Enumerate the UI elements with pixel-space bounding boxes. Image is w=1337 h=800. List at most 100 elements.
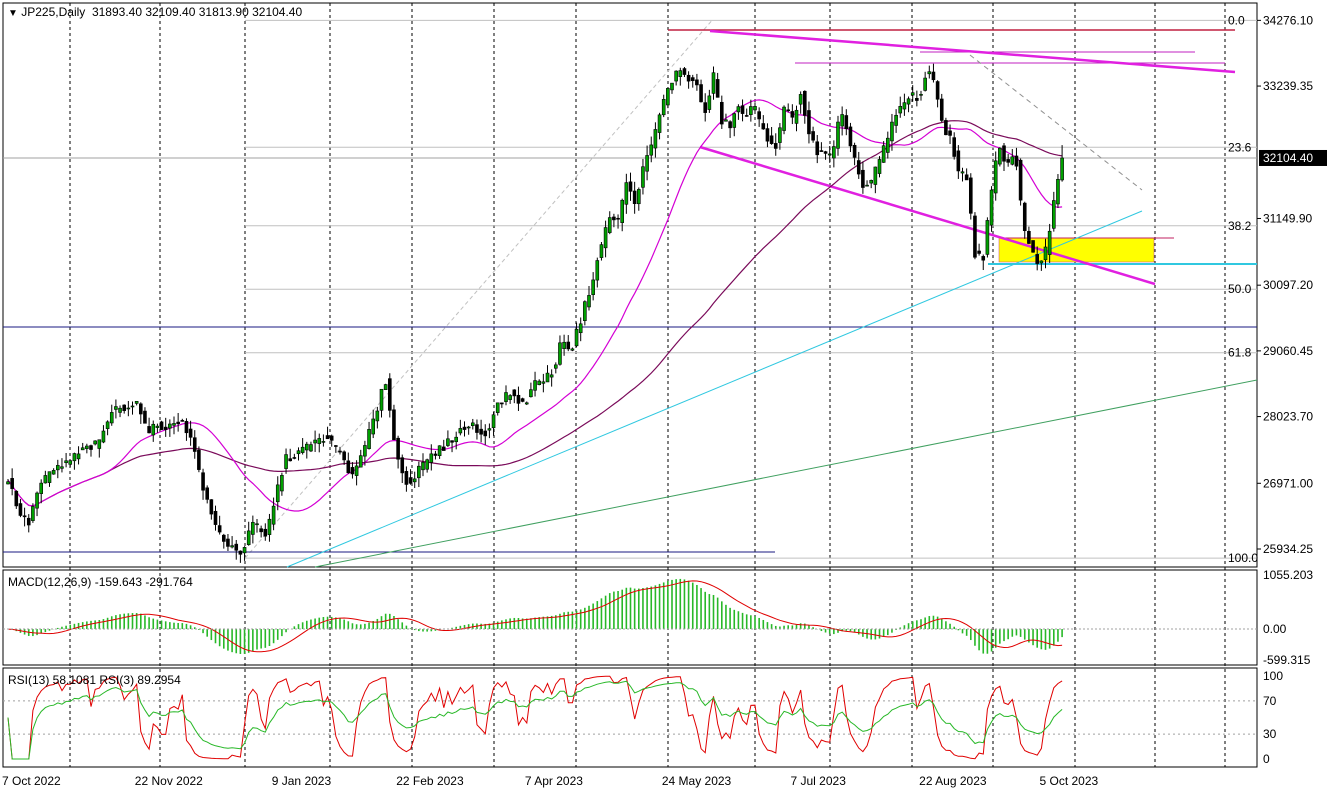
candle-body (1018, 159, 1023, 201)
candle-body (22, 515, 27, 518)
candle-body (379, 388, 384, 411)
rsi13-line (7, 680, 1063, 760)
candle-body (367, 429, 371, 449)
candle-body (296, 450, 301, 455)
candle-body (670, 82, 674, 91)
candle-body (765, 128, 770, 142)
candle-body (392, 409, 396, 441)
candle-body (703, 102, 708, 113)
green-trend-line (314, 379, 1258, 568)
candle-body (470, 422, 475, 426)
upper-wedge-line (709, 29, 1236, 74)
candle-body (931, 71, 936, 81)
candle-body (371, 418, 376, 435)
candle-body (151, 423, 156, 436)
candle-body (827, 153, 832, 156)
candle-body (844, 115, 849, 130)
price-pane: 0.0 23.6 38.2 50.0 61.8 100.0 (3, 13, 1258, 568)
candle-body (923, 77, 927, 91)
candle-body (736, 106, 741, 113)
candle-body (491, 414, 496, 429)
price-tick-label: 30097.20 (1263, 278, 1313, 292)
candle-body (76, 453, 81, 460)
candle-body (363, 445, 367, 457)
candle-body (89, 445, 93, 450)
candle-body (624, 182, 629, 205)
candle-body (537, 380, 542, 386)
candle-body (591, 279, 595, 295)
dropdown-triangle-icon[interactable]: ▼ (8, 8, 18, 19)
price-tick-label: 33239.35 (1263, 79, 1313, 93)
candle-body (603, 227, 608, 249)
candle-body (35, 492, 39, 509)
candle-body (628, 181, 633, 192)
candle-body (246, 530, 251, 545)
header: ▼ JP225,Daily 31893.40 32109.40 31813.90… (8, 5, 302, 19)
candle-body (977, 250, 981, 254)
candle-body (998, 147, 1002, 165)
candle-body (695, 79, 699, 86)
rsi-tick-label: 100 (1263, 669, 1283, 683)
candle-body (666, 88, 670, 106)
x-axis-label: 7 Jul 2023 (791, 774, 847, 788)
candle-body (1060, 157, 1064, 181)
x-axis-label: 22 Aug 2023 (919, 774, 987, 788)
candle-body (686, 74, 691, 82)
x-axis-label: 7 Apr 2023 (525, 774, 583, 788)
candle-body (60, 466, 64, 469)
candle-body (304, 443, 309, 451)
candle-body (317, 438, 322, 444)
candle-body (383, 384, 388, 390)
candle-body (861, 169, 865, 188)
candle-body (595, 260, 600, 281)
candle-body (126, 407, 131, 410)
candle-body (620, 199, 625, 223)
candle-body (715, 79, 720, 98)
candle-body (101, 430, 106, 443)
candle-body (641, 166, 645, 188)
candle-body (877, 159, 882, 174)
candle-body (786, 109, 791, 112)
candle-body (719, 101, 724, 125)
candle-body (802, 90, 807, 116)
candle-body (1014, 155, 1019, 167)
candle-body (197, 449, 201, 470)
candle-body (939, 98, 944, 121)
candle-body (836, 121, 840, 149)
lower-wedge-line (699, 145, 1156, 286)
candle-body (263, 528, 268, 537)
candle-body (960, 171, 965, 174)
candle-body (636, 189, 641, 205)
candle-body (180, 420, 185, 422)
candle-body (678, 70, 683, 77)
rsi-tick-label: 30 (1263, 727, 1277, 741)
candle-body (852, 144, 857, 158)
candle-body (400, 457, 405, 474)
candle-body (188, 428, 193, 438)
fib-level-label: 61.8 (1228, 346, 1252, 360)
candle-body (1052, 200, 1056, 229)
candle-body (387, 378, 392, 411)
candle-body (915, 98, 919, 101)
candle-body (176, 421, 180, 425)
candle-body (350, 467, 355, 475)
candle-body (329, 435, 334, 441)
candle-body (334, 445, 338, 447)
candle-body (43, 475, 48, 484)
current-price-label: 32104.40 (1263, 151, 1313, 165)
candle-body (275, 484, 280, 503)
candle-body (421, 462, 425, 471)
gray-dashed-line (969, 54, 1143, 191)
candle-body (744, 115, 749, 117)
candle-body (749, 106, 753, 115)
candle-body (39, 482, 44, 494)
candle-body (728, 121, 732, 129)
candle-body (807, 110, 811, 135)
candle-body (313, 439, 317, 444)
candle-body (894, 114, 898, 126)
candle-body (226, 538, 230, 547)
price-tick-label: 31149.90 (1263, 211, 1312, 225)
candle-body (529, 389, 533, 398)
